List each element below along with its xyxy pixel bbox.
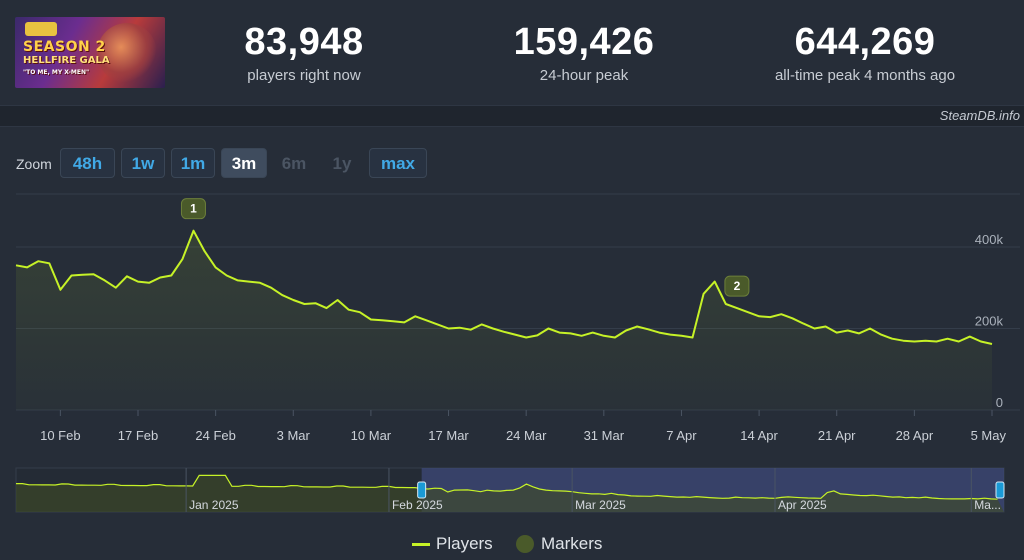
y-tick-label: 400k bbox=[975, 232, 1004, 247]
game-logo-icon bbox=[25, 22, 57, 36]
zoom-1w-button[interactable]: 1w bbox=[121, 148, 165, 178]
x-tick-label: 10 Mar bbox=[351, 428, 392, 443]
navigator-month-label: Feb 2025 bbox=[392, 498, 443, 512]
markers-legend-dot-icon bbox=[516, 535, 534, 553]
navigator-month-label: Ma... bbox=[974, 498, 1001, 512]
game-banner[interactable]: SEASON 2 HELLFIRE GALA "TO ME, MY X-MEN" bbox=[15, 17, 165, 88]
navigator-area bbox=[16, 475, 1004, 512]
y-tick-label: 0 bbox=[996, 395, 1003, 410]
all-time-peak-label: all-time peak 4 months ago bbox=[774, 67, 956, 84]
current-players-label: players right now bbox=[247, 67, 361, 84]
all-time-peak-stat: 644,269 all-time peak 4 months ago bbox=[745, 22, 985, 84]
zoom-6m-button: 6m bbox=[281, 154, 307, 173]
navigator-right-handle[interactable] bbox=[995, 481, 1005, 499]
legend-markers[interactable]: Markers bbox=[541, 534, 603, 553]
marker-badge[interactable] bbox=[724, 275, 750, 297]
navigator-month-label: Apr 2025 bbox=[778, 498, 827, 512]
steamdb-credit[interactable]: SteamDB.info bbox=[939, 108, 1020, 123]
event-marker-2[interactable]: 2 bbox=[724, 275, 750, 297]
stats-header: SEASON 2 HELLFIRE GALA "TO ME, MY X-MEN"… bbox=[0, 0, 1024, 106]
marker-label: 2 bbox=[734, 279, 741, 293]
x-tick-label: 7 Apr bbox=[666, 428, 697, 443]
legend-players[interactable]: Players bbox=[436, 534, 493, 553]
current-players-stat: 83,948 players right now bbox=[214, 22, 394, 84]
zoom-max-button[interactable]: max bbox=[369, 148, 427, 178]
players-area bbox=[16, 230, 992, 410]
day-peak-label: 24-hour peak bbox=[539, 67, 629, 84]
marker-badge[interactable] bbox=[180, 198, 206, 220]
x-tick-label: 14 Apr bbox=[740, 428, 778, 443]
banner-subtitle: HELLFIRE GALA bbox=[23, 55, 110, 66]
x-tick-label: 5 May bbox=[971, 428, 1007, 443]
navigator-month-label: Mar 2025 bbox=[575, 498, 626, 512]
zoom-3m-button[interactable]: 3m bbox=[221, 148, 267, 178]
navigator-series-line bbox=[16, 474, 998, 500]
banner-title: SEASON 2 bbox=[23, 39, 106, 55]
event-marker-1[interactable]: 1 bbox=[180, 198, 206, 220]
players-legend-line-icon bbox=[412, 543, 430, 546]
marker-label: 1 bbox=[190, 202, 197, 216]
x-tick-label: 17 Feb bbox=[118, 428, 158, 443]
x-tick-label: 17 Mar bbox=[428, 428, 469, 443]
x-tick-label: 3 Mar bbox=[277, 428, 311, 443]
current-players-value: 83,948 bbox=[244, 21, 364, 63]
y-tick-label: 200k bbox=[975, 313, 1004, 328]
x-tick-label: 21 Apr bbox=[818, 428, 856, 443]
players-series-line[interactable] bbox=[15, 229, 993, 345]
zoom-label: Zoom bbox=[16, 156, 52, 172]
x-tick-label: 24 Mar bbox=[506, 428, 547, 443]
x-tick-label: 24 Feb bbox=[195, 428, 235, 443]
banner-artwork bbox=[97, 23, 157, 83]
x-tick-label: 28 Apr bbox=[896, 428, 934, 443]
navigator-month-label: Jan 2025 bbox=[189, 498, 239, 512]
all-time-peak-value: 644,269 bbox=[794, 21, 936, 63]
x-tick-label: 10 Feb bbox=[40, 428, 80, 443]
zoom-48h-button[interactable]: 48h bbox=[60, 148, 115, 178]
banner-tagline: "TO ME, MY X-MEN" bbox=[23, 69, 90, 76]
navigator-left-handle[interactable] bbox=[417, 481, 427, 499]
zoom-1m-button[interactable]: 1m bbox=[171, 148, 215, 178]
zoom-1y-button: 1y bbox=[332, 154, 352, 173]
x-tick-label: 31 Mar bbox=[584, 428, 625, 443]
day-peak-value: 159,426 bbox=[513, 21, 655, 63]
day-peak-stat: 159,426 24-hour peak bbox=[494, 22, 674, 84]
